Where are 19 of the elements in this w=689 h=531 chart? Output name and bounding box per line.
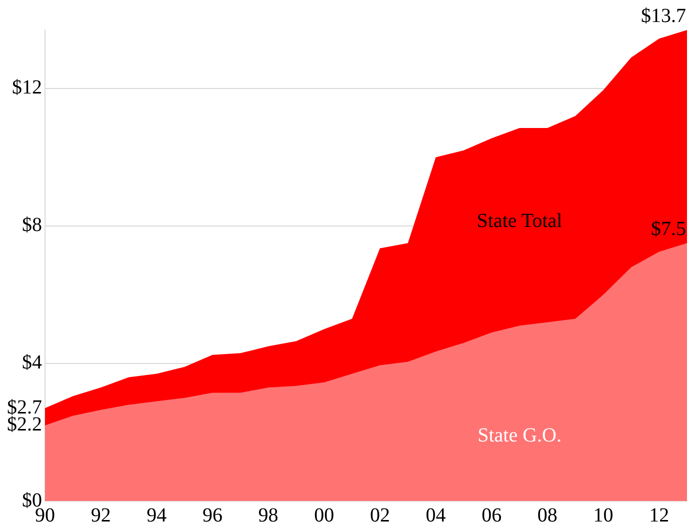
y-tick-label: $4 [22,352,42,374]
y-tick-label: $2.2 [7,414,42,436]
y-tick-label: $12 [12,76,42,99]
x-tick-label: 08 [537,504,558,526]
x-tick-label: 02 [370,504,390,526]
x-tick-label: 04 [426,504,446,526]
x-tick-label: 96 [202,504,222,526]
x-tick-label: 98 [258,504,278,526]
data-label: $13.7 [641,5,686,27]
series-label: State G.O. [478,424,562,446]
y-tick-label: $8 [22,214,42,236]
x-tick-label: 00 [314,504,334,526]
series-label: State Total [476,210,563,232]
x-tick-label: 12 [649,504,670,526]
x-tick-label: 94 [146,504,167,526]
x-tick-label: 92 [90,504,111,526]
x-tick-label: 06 [482,504,502,526]
data-label: $7.5 [651,218,686,240]
x-tick-label: 10 [593,504,614,526]
